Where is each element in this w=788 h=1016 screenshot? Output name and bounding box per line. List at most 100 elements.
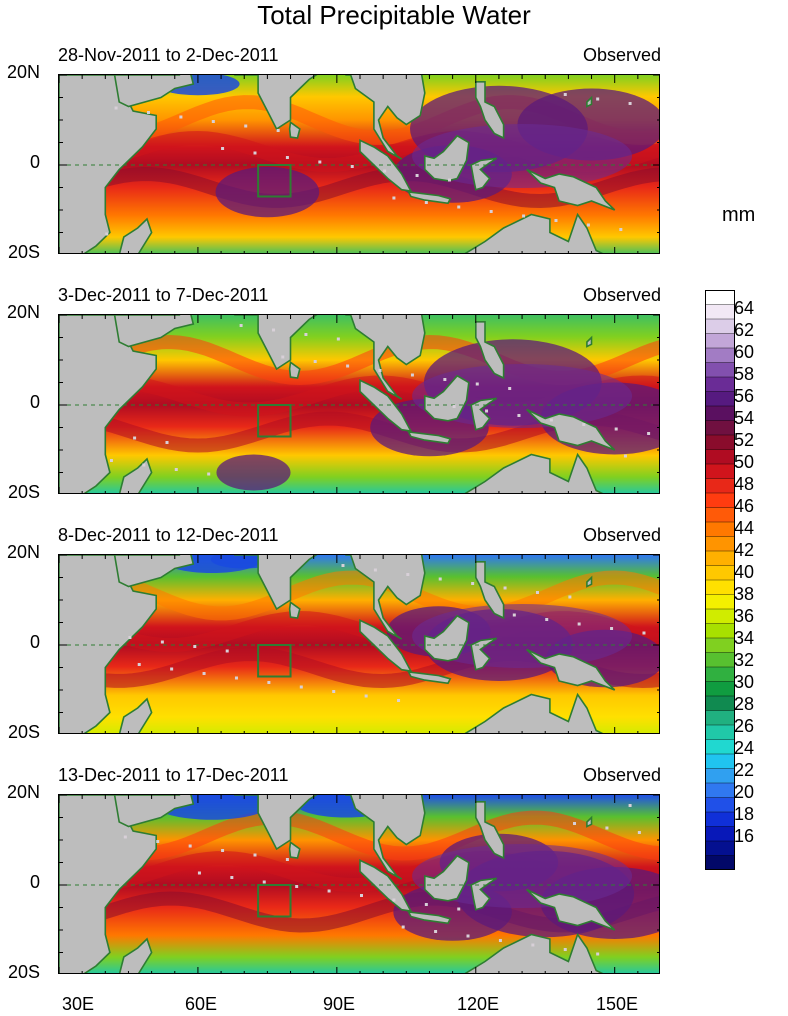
panel-2-observed-label: Observed (582, 285, 661, 305)
missing-data-pixel (642, 631, 646, 635)
colorbar-swatch (705, 608, 735, 625)
colorbar-swatch (705, 376, 735, 393)
landmass (345, 555, 426, 640)
landmass (474, 801, 505, 860)
landmass (234, 795, 318, 851)
moisture-band (59, 570, 659, 621)
colorbar (705, 290, 735, 870)
high-tpw-region (412, 364, 633, 428)
missing-data-pixel (285, 858, 289, 861)
landmass (526, 168, 616, 211)
colorbar-swatch (705, 695, 735, 712)
landmass (407, 191, 452, 205)
colorbar-tick-label: 32 (734, 650, 755, 670)
panel-4-date-range: 13-Dec-2011 to 17-Dec-2011 (58, 765, 289, 785)
colorbar-border (705, 290, 735, 870)
landmass (288, 840, 301, 859)
missing-data-pixel (512, 613, 516, 617)
missing-data-pixel (637, 831, 641, 834)
landmass (59, 75, 157, 253)
colorbar-tick-label: 44 (734, 518, 755, 538)
colorbar-tick-label: 40 (734, 562, 755, 582)
colorbar-tick-label: 28 (734, 694, 755, 714)
high-tpw-region (412, 124, 633, 188)
missing-data-pixel (623, 454, 627, 458)
missing-data-pixel (221, 849, 225, 852)
colorbar-tick-label: 20 (734, 782, 755, 802)
panel-1-lat-0: 0 (29, 152, 40, 172)
missing-data-pixel (392, 898, 396, 902)
missing-data-pixel (244, 124, 248, 128)
missing-data-pixel (452, 405, 456, 408)
missing-data-pixel (410, 373, 414, 377)
panel-1-date-range: 28-Nov-2011 to 2-Dec-2011 (58, 45, 279, 65)
missing-data-pixel (434, 930, 438, 933)
landmass (113, 555, 195, 588)
landmass (59, 555, 157, 733)
landmass (470, 157, 498, 191)
missing-data-pixel (549, 418, 553, 422)
colorbar-tick-label: 62 (734, 320, 755, 340)
study-region-box (257, 884, 292, 918)
missing-data-pixel (424, 903, 428, 906)
colorbar-swatch (705, 724, 735, 741)
colorbar-swatch (705, 826, 735, 842)
missing-data-pixel (596, 952, 600, 956)
landmass (59, 795, 157, 973)
missing-data-pixel (582, 423, 586, 426)
colorbar-swatch (705, 565, 735, 581)
missing-data-pixel (336, 337, 340, 341)
missing-data-pixel (142, 463, 146, 467)
missing-data-pixel (364, 694, 368, 698)
missing-data-pixel (563, 93, 567, 96)
landmass (470, 877, 498, 911)
landmass (526, 408, 616, 451)
missing-data-pixel (267, 681, 271, 684)
panel-3-date-range: 8-Dec-2011 to 12-Dec-2011 (58, 525, 279, 545)
missing-data-pixel (457, 907, 461, 911)
missing-data-pixel (146, 111, 150, 114)
missing-data-pixel (165, 441, 169, 444)
colorbar-tick-label: 56 (734, 386, 755, 406)
landmass (423, 134, 470, 182)
colorbar-swatch (705, 768, 735, 784)
missing-data-pixel (350, 165, 354, 168)
missing-data-pixel (438, 577, 442, 581)
missing-data-pixel (211, 120, 215, 123)
colorbar-swatch (705, 753, 735, 770)
colorbar-swatch (705, 521, 735, 538)
missing-data-pixel (628, 102, 632, 105)
missing-data-pixel (503, 586, 507, 590)
missing-data-pixel (262, 880, 266, 884)
colorbar-tick-label: 34 (734, 628, 755, 648)
colorbar-tick-label: 52 (734, 430, 755, 450)
panel-2-lat-20s: 20S (7, 482, 40, 502)
missing-data-pixel (545, 618, 549, 621)
panel-3-lat-20n: 20N (6, 542, 40, 562)
landmass (118, 937, 153, 973)
colorbar-swatch (705, 391, 735, 407)
study-region-box (257, 644, 292, 678)
landmass (586, 815, 593, 828)
landmass (359, 859, 413, 913)
panel-3-observed-label: Observed (582, 525, 661, 545)
missing-data-pixel (105, 232, 109, 236)
colorbar-swatch (705, 681, 735, 697)
missing-data-pixel (535, 591, 539, 594)
missing-data-pixel (253, 151, 257, 155)
colorbar-swatch (705, 652, 735, 668)
lon-label-120e: 120E (456, 994, 500, 1014)
landmass (423, 374, 470, 422)
lon-label-60e: 60E (184, 994, 218, 1014)
missing-data-pixel (341, 564, 345, 567)
landmass (464, 212, 604, 253)
missing-data-pixel (586, 223, 590, 227)
panel-1-lat-20n: 20N (6, 62, 40, 82)
colorbar-swatch (705, 739, 735, 755)
missing-data-pixel (498, 939, 502, 942)
missing-data-pixel (285, 156, 289, 159)
landmass (470, 397, 498, 431)
landmass (288, 600, 301, 619)
colorbar-swatch (705, 666, 735, 683)
landmass (113, 75, 195, 108)
